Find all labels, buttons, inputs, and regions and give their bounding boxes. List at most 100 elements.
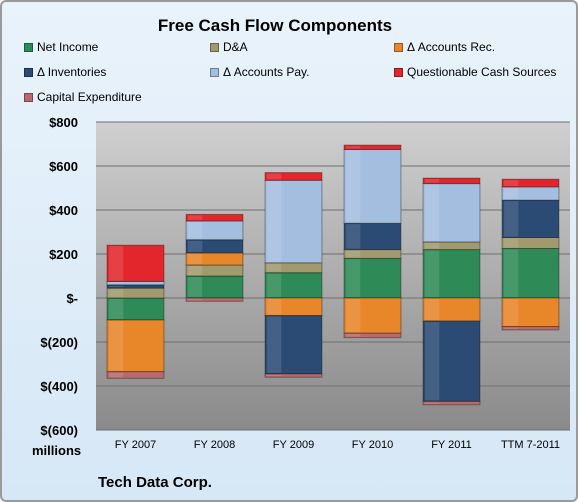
- bar-highlight: [504, 187, 519, 200]
- bar-highlight: [188, 299, 203, 301]
- bar-net-income: [422, 249, 481, 299]
- bar-accounts-rec: [501, 297, 560, 328]
- bar-highlight: [267, 299, 282, 315]
- y-tick-label: $-: [66, 291, 78, 306]
- legend-swatch: [210, 42, 219, 52]
- bar-questionable-cash-sources: [185, 213, 244, 222]
- bar-highlight: [109, 246, 124, 281]
- bar-questionable-cash-sources: [343, 144, 402, 151]
- bar-highlight: [425, 184, 440, 241]
- bar-highlight: [267, 263, 282, 272]
- bar-accounts-rec: [343, 297, 402, 334]
- bar-d-a: [343, 249, 402, 259]
- bar-highlight: [346, 250, 361, 258]
- legend-label: Questionable Cash Sources: [407, 65, 557, 79]
- bar-highlight: [267, 181, 282, 262]
- bar-highlight: [267, 273, 282, 297]
- bar-d-a: [106, 287, 165, 299]
- bar-highlight: [504, 201, 519, 237]
- bar-capital-expenditure: [343, 332, 402, 339]
- bar-highlight: [109, 299, 124, 319]
- bar-highlight: [267, 316, 282, 373]
- bar-questionable-cash-sources: [264, 172, 323, 181]
- legend-swatch: [394, 67, 403, 77]
- bar-inventories: [501, 199, 560, 239]
- bar-highlight: [425, 179, 440, 183]
- bar-highlight: [188, 253, 203, 264]
- bar-accounts-pay: [264, 179, 323, 264]
- bar-inventories: [264, 315, 323, 375]
- bar-highlight: [425, 322, 440, 401]
- bar-capital-expenditure: [106, 371, 165, 379]
- y-tick-label: $200: [49, 247, 78, 262]
- x-tick-label: FY 2007: [115, 439, 156, 451]
- y-tick-label: $(200): [40, 335, 78, 350]
- bar-highlight: [267, 374, 282, 377]
- bar-net-income: [501, 248, 560, 299]
- legend-swatch: [24, 92, 33, 102]
- legend-swatch: [394, 42, 403, 52]
- legend-item-questionable-cash-sources: Questionable Cash Sources: [394, 65, 556, 79]
- bar-highlight: [109, 372, 124, 378]
- bar-highlight: [188, 266, 203, 275]
- legend-label: D&A: [223, 40, 248, 54]
- bar-highlight: [504, 249, 519, 297]
- bar-highlight: [346, 224, 361, 249]
- company-label: Tech Data Corp.: [98, 474, 212, 491]
- bar-highlight: [504, 299, 519, 326]
- bar-highlight: [109, 285, 124, 288]
- legend-label: Net Income: [37, 40, 99, 54]
- legend-swatch: [24, 42, 33, 52]
- bar-highlight: [346, 146, 361, 149]
- x-tick-label: FY 2010: [352, 439, 393, 451]
- x-tick-label: FY 2008: [194, 439, 235, 451]
- bar-highlight: [188, 240, 203, 252]
- legend-label: Δ Inventories: [37, 65, 107, 79]
- bar-highlight: [504, 327, 519, 329]
- units-label: millions: [32, 443, 82, 458]
- bar-capital-expenditure: [185, 297, 244, 302]
- legend-label: Capital Expenditure: [37, 90, 142, 104]
- chart-title: Free Cash Flow Components: [157, 16, 393, 35]
- legend-swatch: [210, 67, 219, 77]
- bar-capital-expenditure: [422, 400, 481, 406]
- legend-label: Δ Accounts Rec.: [407, 40, 496, 54]
- bar-highlight: [109, 321, 124, 371]
- bar-highlight: [425, 402, 440, 404]
- bar-highlight: [188, 215, 203, 220]
- legend-item-net-income: Net Income: [24, 40, 98, 54]
- bar-highlight: [504, 180, 519, 186]
- y-tick-label: $(600): [40, 423, 78, 438]
- legend-swatch: [24, 67, 33, 77]
- bar-accounts-rec: [106, 319, 165, 373]
- legend-item-capital-expenditure: Capital Expenditure: [24, 90, 142, 104]
- x-tick-label: FY 2011: [431, 439, 472, 451]
- bar-highlight: [425, 242, 440, 249]
- bar-questionable-cash-sources: [106, 244, 165, 282]
- y-tick-label: $600: [49, 159, 78, 174]
- y-tick-label: $400: [49, 203, 78, 218]
- bar-inventories: [422, 320, 481, 402]
- bar-highlight: [346, 259, 361, 297]
- bar-questionable-cash-sources: [501, 178, 560, 188]
- legend-item-inventories: Δ Inventories: [24, 65, 106, 79]
- bar-highlight: [109, 282, 124, 284]
- bar-highlight: [504, 238, 519, 248]
- bar-capital-expenditure: [501, 326, 560, 331]
- plot-area: [96, 122, 570, 430]
- y-tick-label: $800: [49, 115, 78, 130]
- bar-questionable-cash-sources: [422, 177, 481, 185]
- bar-accounts-pay: [422, 183, 481, 243]
- bar-highlight: [346, 334, 361, 337]
- bar-highlight: [267, 173, 282, 180]
- bar-highlight: [188, 277, 203, 297]
- bar-highlight: [425, 299, 440, 321]
- bar-highlight: [346, 299, 361, 333]
- legend-item-accounts-pay: Δ Accounts Pay.: [210, 65, 310, 79]
- x-tick-label: TTM 7-2011: [501, 439, 560, 451]
- legend-item-accounts-rec: Δ Accounts Rec.: [394, 40, 495, 54]
- bar-highlight: [346, 150, 361, 223]
- legend-label: Δ Accounts Pay.: [223, 65, 310, 79]
